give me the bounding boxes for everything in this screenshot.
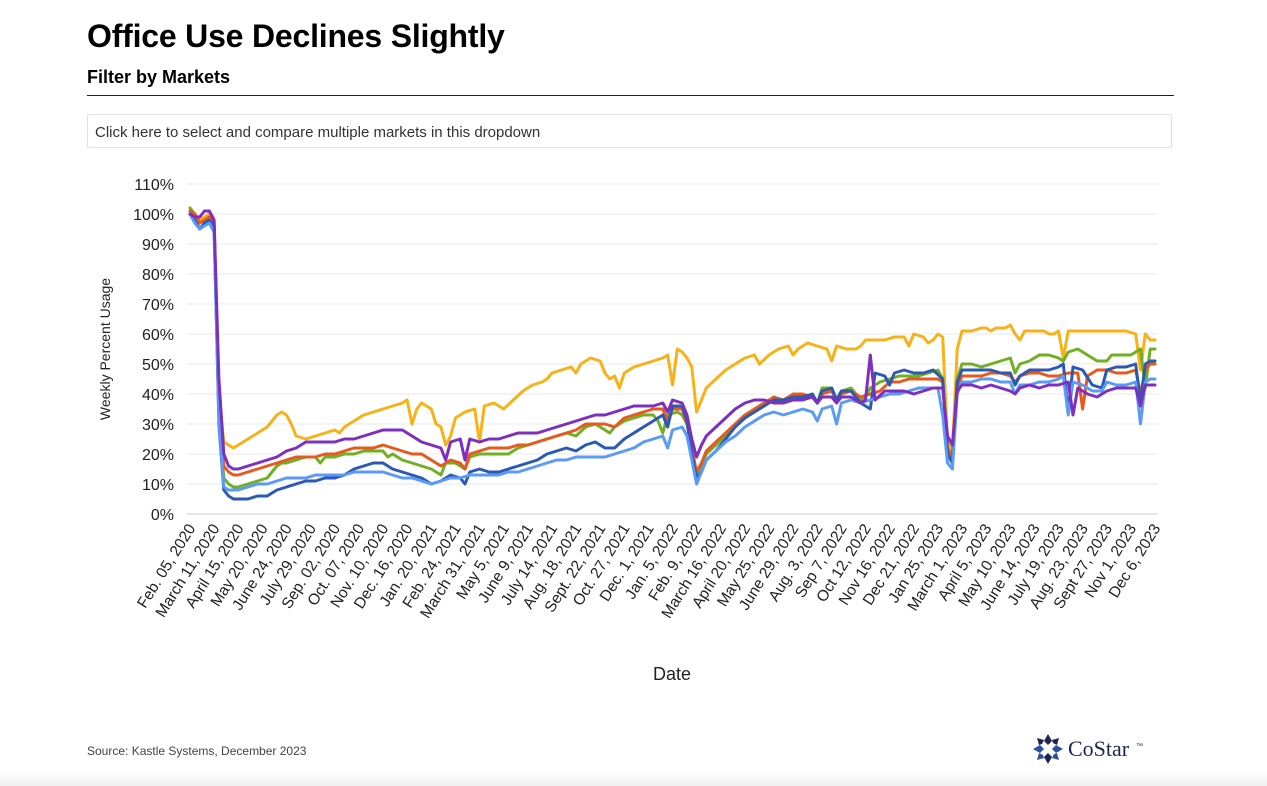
costar-logo-text: CoStar — [1068, 736, 1130, 761]
bottom-band — [0, 771, 1267, 786]
y-tick-label: 10% — [142, 477, 174, 494]
page-subtitle: Filter by Markets — [87, 67, 231, 87]
title-divider — [87, 95, 1174, 96]
y-tick-label: 100% — [133, 207, 174, 224]
y-tick-label: 60% — [142, 327, 174, 344]
costar-logo-tm: ™ — [1136, 743, 1143, 750]
y-tick-label: 0% — [151, 507, 174, 524]
y-tick-label: 20% — [142, 447, 174, 464]
y-tick-label: 70% — [142, 297, 174, 314]
x-axis-label: Date — [653, 664, 691, 684]
y-axis-label: Weekly Percent Usage — [97, 278, 113, 420]
source-note: Source: Kastle Systems, December 2023 — [87, 744, 307, 758]
series-line-light-blue[interactable] — [188, 212, 1157, 492]
market-filter-dropdown[interactable]: Click here to select and compare multipl… — [87, 114, 1172, 148]
y-tick-label: 80% — [142, 267, 174, 284]
line-chart: 0% 10% 20% 30% 40% 50% 60% 70% 80% 90% 100% 110% Fe… — [97, 177, 1164, 684]
page-title: Office Use Declines Slightly — [87, 18, 505, 54]
market-filter-placeholder: Click here to select and compare multipl… — [95, 124, 541, 141]
y-tick-label: 110% — [134, 177, 174, 194]
costar-logo[interactable]: CoStar ™ — [1032, 733, 1152, 765]
series-line-yellow[interactable] — [188, 206, 1157, 453]
chart-series — [188, 206, 1157, 501]
costar-star-icon — [1033, 734, 1063, 764]
chart-gridlines — [187, 183, 1158, 515]
y-tick-label: 40% — [142, 387, 174, 404]
y-tick-label: 30% — [142, 417, 174, 434]
y-tick-label: 90% — [142, 237, 174, 254]
series-line-purple[interactable] — [188, 209, 1157, 471]
series-line-green[interactable] — [188, 206, 1157, 489]
y-axis-ticks: 0% 10% 20% 30% 40% 50% 60% 70% 80% 90% 100% 110% — [133, 177, 174, 524]
y-tick-label: 50% — [142, 357, 174, 374]
